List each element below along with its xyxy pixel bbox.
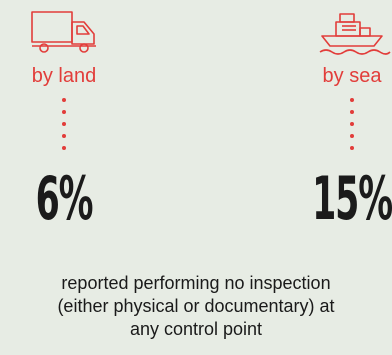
caption-line-1: reported performing no inspection [61, 273, 331, 293]
truck-icon [31, 11, 96, 53]
caption-line-3: any control point [129, 319, 263, 339]
caption-line-2: (either physical or documentary) at [57, 296, 335, 316]
sea-column: by sea 15% [252, 0, 392, 232]
caption: reported performing no inspection (eithe… [0, 272, 392, 341]
land-dotted-connector [61, 98, 67, 150]
land-label: by land [31, 65, 97, 87]
sea-label: by sea [322, 65, 382, 87]
land-column: by land 6% [0, 0, 164, 232]
sea-percent: 15% [312, 164, 392, 234]
land-percent: 6% [35, 164, 94, 234]
sea-dotted-connector [349, 98, 355, 150]
ship-icon [319, 13, 391, 55]
